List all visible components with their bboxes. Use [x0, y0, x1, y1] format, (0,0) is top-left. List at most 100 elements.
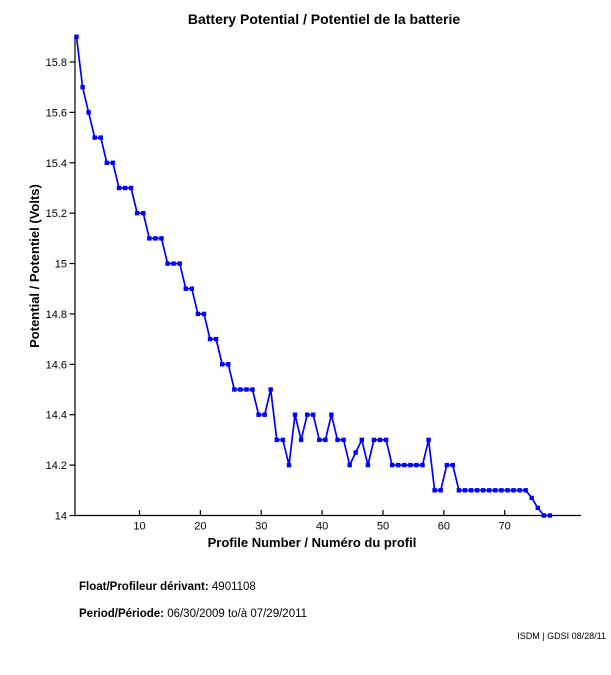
- x-tick-label: 10: [133, 521, 145, 533]
- float-id-value: 4901108: [209, 581, 256, 593]
- period-value: 06/30/2009 to/à 07/29/2011: [164, 608, 307, 620]
- data-point: [256, 412, 261, 417]
- data-point: [128, 185, 134, 191]
- data-point: [347, 462, 352, 468]
- data-point: [481, 488, 486, 493]
- data-point: [377, 437, 383, 443]
- y-tick-label: 14.4: [46, 410, 67, 422]
- data-point: [408, 462, 413, 468]
- data-point: [201, 311, 207, 317]
- y-tick-label: 14: [55, 511, 67, 523]
- data-point: [462, 488, 468, 493]
- data-point: [517, 488, 522, 493]
- data-point: [317, 437, 322, 443]
- x-tick-label: 50: [377, 521, 389, 533]
- x-tick-label: 40: [316, 521, 328, 533]
- data-point: [92, 135, 97, 140]
- data-point: [98, 135, 103, 140]
- data-point: [426, 437, 431, 443]
- data-point: [487, 488, 492, 493]
- data-point: [323, 437, 328, 443]
- data-point: [371, 437, 377, 443]
- data-point: [262, 412, 267, 417]
- data-point: [499, 488, 504, 493]
- data-point: [389, 462, 395, 468]
- data-point: [329, 412, 334, 417]
- data-point: [529, 495, 534, 501]
- data-point: [147, 236, 152, 241]
- data-point: [438, 488, 443, 493]
- data-point: [207, 336, 213, 342]
- data-point: [547, 513, 553, 518]
- data-point: [232, 387, 237, 392]
- y-tick-label: 14.8: [46, 309, 67, 321]
- data-point: [74, 34, 79, 39]
- x-tick-label: 70: [499, 521, 511, 533]
- data-point: [353, 450, 358, 455]
- data-point: [402, 462, 407, 468]
- data-point: [292, 412, 298, 417]
- data-point: [195, 311, 201, 317]
- data-point: [153, 236, 158, 241]
- float-id-label: Float/Profileur dérivant:: [79, 581, 209, 593]
- x-tick-label: 60: [438, 521, 450, 533]
- y-tick-label: 14.6: [46, 359, 67, 371]
- data-point: [104, 160, 109, 165]
- y-tick-label: 15: [55, 259, 67, 271]
- data-point: [159, 236, 164, 241]
- data-point: [141, 211, 146, 216]
- data-point: [505, 488, 510, 493]
- data-point: [535, 505, 540, 511]
- data-point: [493, 488, 498, 493]
- data-point: [365, 462, 371, 468]
- y-tick-label: 15.8: [46, 57, 67, 69]
- y-tick-label: 15.6: [46, 107, 67, 119]
- data-point: [165, 261, 170, 266]
- data-point-markers: [74, 34, 553, 518]
- data-point: [250, 387, 255, 392]
- period-line: Period/Période: 06/30/2009 to/à 07/29/20…: [79, 608, 307, 620]
- x-tick-label: 20: [194, 521, 206, 533]
- y-tick-label: 14.2: [46, 460, 67, 472]
- data-point: [244, 387, 249, 392]
- period-label: Period/Période:: [79, 608, 164, 620]
- y-tick-label: 15.2: [46, 208, 67, 220]
- data-point: [450, 462, 455, 468]
- data-point: [468, 488, 474, 493]
- data-point: [177, 261, 182, 266]
- data-point: [183, 286, 188, 291]
- data-point: [280, 437, 286, 443]
- data-point: [268, 387, 273, 392]
- data-point: [226, 362, 231, 367]
- chart-title: Battery Potential / Potentiel de la batt…: [188, 11, 461, 27]
- data-point: [298, 437, 304, 443]
- data-point: [420, 462, 425, 468]
- data-point: [414, 462, 419, 468]
- x-tick-label: 30: [255, 521, 267, 533]
- axes: 14 14.2 14.4 14.6 14.8 15 15.2 15.4 15.6 15.8 10 20…: [46, 36, 581, 533]
- data-point: [80, 85, 85, 90]
- data-point: [286, 462, 292, 468]
- data-point: [220, 362, 225, 367]
- data-point: [135, 211, 140, 216]
- data-point: [432, 488, 437, 493]
- data-point: [189, 286, 194, 291]
- data-point: [383, 437, 389, 443]
- isdm-credit: ISDM | GDSI 08/28/11: [517, 631, 606, 641]
- data-point: [474, 488, 480, 493]
- battery-voltage-series: [74, 34, 553, 518]
- data-point: [396, 462, 401, 468]
- data-point: [341, 437, 346, 443]
- data-point: [311, 412, 316, 417]
- data-point: [456, 488, 462, 493]
- data-point: [523, 488, 528, 493]
- data-point: [213, 336, 219, 342]
- y-axis-label: Potential / Potentiel (Volts): [27, 184, 42, 348]
- data-point: [305, 412, 310, 417]
- data-point: [541, 513, 547, 518]
- battery-voltage-line: [75, 35, 551, 517]
- float-id-line: Float/Profileur dérivant: 4901108: [79, 581, 256, 593]
- x-axis-label: Profile Number / Numéro du profil: [208, 535, 417, 550]
